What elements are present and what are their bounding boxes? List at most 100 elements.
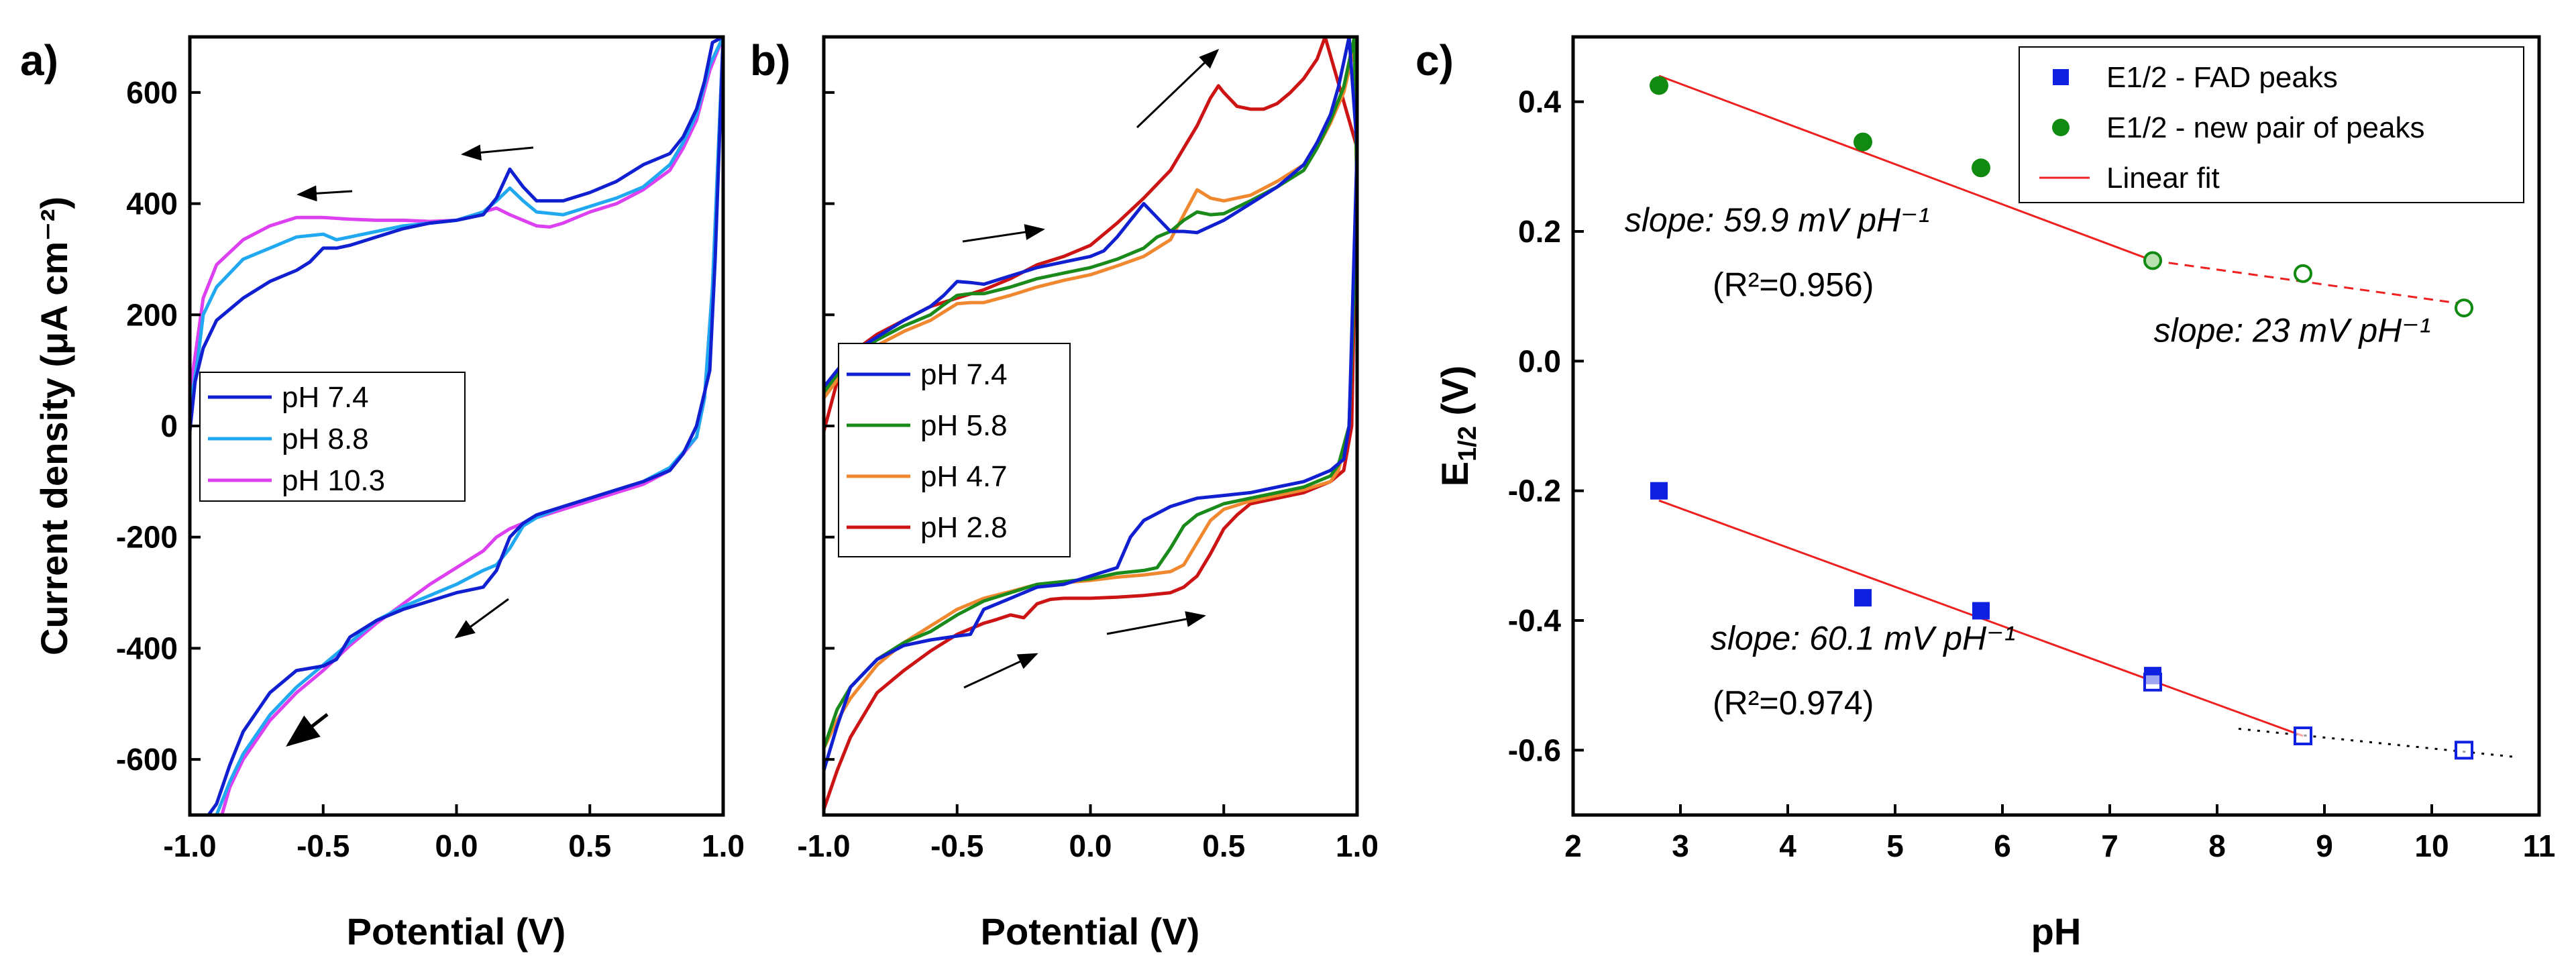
legend-label: pH 5.8 (920, 409, 1008, 442)
legend-label: E1/2 - new pair of peaks (2106, 111, 2424, 144)
panel-b-legend: pH 7.4 pH 5.8 pH 4.7 pH 2.8 (838, 343, 1071, 557)
x-tick-label: 9 (2316, 828, 2333, 863)
y-tick-label: -0.4 (1508, 603, 1562, 638)
x-tick-label: 1.0 (1336, 828, 1379, 863)
y-tick-label: 200 (126, 297, 178, 332)
fit-line (2152, 260, 2465, 305)
panel-b-arrows (962, 48, 1220, 689)
annotation: slope: 23 mV pH⁻¹ (2154, 311, 2431, 349)
panel-b: b) -1.0 -0.5 0.0 0.5 1.0 Potential (V) pH 7.… (750, 35, 1379, 953)
legend-swatch (2053, 69, 2069, 85)
panel-a-ylabel: Current density (μA cm⁻²) (33, 197, 75, 655)
x-tick-label: 3 (1672, 828, 1689, 863)
scan-arrow (454, 598, 509, 639)
legend-label: pH 7.4 (282, 381, 369, 414)
y-tick-label: 400 (126, 186, 178, 221)
y-tick-label: -0.6 (1508, 733, 1561, 767)
data-point (1650, 76, 1668, 95)
x-tick-label: 10 (2414, 828, 2449, 863)
scan-arrow (963, 653, 1038, 689)
y-tick-label: -200 (116, 520, 178, 555)
cv-series-ph-7.4 (824, 37, 1357, 771)
cv-series-ph-2.8 (824, 37, 1357, 810)
legend-label: pH 7.4 (920, 358, 1008, 391)
x-tick-label: 4 (1779, 828, 1796, 863)
panel-a-series (190, 37, 723, 815)
y-tick-label: -600 (116, 742, 178, 777)
legend-label: Linear fit (2106, 162, 2220, 195)
panel-a-legend: pH 7.4 pH 8.8 pH 10.3 (199, 372, 466, 502)
x-tick-label: 0.0 (1069, 828, 1112, 863)
legend-box (2019, 46, 2524, 203)
data-point (2294, 726, 2312, 746)
scan-arrow (286, 713, 329, 747)
y-tick-label: 600 (126, 75, 178, 110)
scan-arrow (297, 185, 353, 202)
panel-a-arrows (286, 144, 534, 747)
legend-box (838, 343, 1071, 557)
annotation: (R²=0.956) (1713, 266, 1874, 304)
data-point (2143, 672, 2162, 692)
x-tick-label: 11 (2523, 828, 2556, 863)
panel-c-legend: E1/2 - FAD peaks E1/2 - new pair of peaks… (2019, 46, 2524, 203)
x-tick-label: -1.0 (797, 828, 850, 863)
scan-arrow (461, 144, 534, 161)
scan-arrow (1136, 48, 1220, 129)
panel-a-label: a) (20, 36, 58, 85)
data-point (1650, 482, 1668, 500)
x-tick-label: 6 (1994, 828, 2011, 863)
data-point (2455, 299, 2473, 318)
legend-label: pH 8.8 (282, 423, 369, 455)
x-tick-label: 5 (1886, 828, 1904, 863)
legend-swatch (2052, 119, 2070, 136)
y-tick-label: 0.0 (1518, 343, 1561, 378)
x-tick-label: 2 (1564, 828, 1582, 863)
data-point (1972, 158, 1990, 178)
x-tick-label: 0.5 (1202, 828, 1245, 863)
panel-c-label: c) (1415, 36, 1454, 85)
panel-c-points (1650, 76, 2473, 760)
data-point (2294, 264, 2312, 283)
y-tick-label: -400 (116, 631, 178, 665)
panel-c-ylabel: E1/2 (V) (1434, 366, 1482, 486)
legend-label: pH 4.7 (920, 460, 1008, 493)
legend-label: pH 2.8 (920, 511, 1008, 544)
legend-label: pH 10.3 (282, 464, 385, 497)
panel-c-xlabel: pH (2031, 910, 2082, 953)
data-point (1972, 602, 1990, 620)
cv-series-ph-5.8 (824, 37, 1357, 749)
fit-line (1658, 74, 2153, 262)
y-tick-label: 0.2 (1518, 214, 1561, 249)
x-tick-label: 0.5 (568, 828, 611, 863)
panel-a: a) -1.0 -0.5 0.0 0.5 1.0 -600 -400 -200 0 200 400 6… (20, 35, 745, 953)
scan-arrow (1106, 611, 1206, 635)
cv-series-ph-10.3 (190, 37, 723, 815)
data-point (1854, 589, 1872, 607)
cv-series-ph-7.4 (190, 37, 723, 815)
panel-b-xlabel: Potential (V) (981, 910, 1200, 953)
x-tick-label: -0.5 (297, 828, 350, 863)
x-tick-label: 7 (2101, 828, 2118, 863)
scan-arrow (962, 224, 1045, 243)
x-tick-label: -1.0 (163, 828, 216, 863)
panel-c-frame (1571, 35, 2541, 817)
x-tick-label: 1.0 (702, 828, 745, 863)
data-point (2143, 251, 2162, 270)
data-point (1854, 132, 1872, 152)
panel-b-ticks: -1.0 -0.5 0.0 0.5 1.0 (797, 91, 1379, 863)
data-point (2455, 741, 2473, 760)
annotation: (R²=0.974) (1713, 684, 1874, 722)
panel-a-ticks: -1.0 -0.5 0.0 0.5 1.0 -600 -400 -200 0 200 400 600 (116, 75, 745, 863)
x-tick-label: 0.0 (435, 828, 478, 863)
x-tick-label: 8 (2208, 828, 2226, 863)
x-tick-label: -0.5 (930, 828, 983, 863)
y-tick-label: 0 (160, 409, 178, 443)
panel-a-xlabel: Potential (V) (347, 910, 566, 953)
panel-c: c) 2 3 4 5 6 7 8 9 10 11-0.6-0.4-0.20.00.20.4 pH … (1415, 35, 2556, 953)
panel-b-label: b) (750, 36, 790, 85)
annotation: slope: 60.1 mV pH⁻¹ (1711, 620, 2015, 657)
legend-label: E1/2 - FAD peaks (2106, 61, 2338, 94)
panel-c-ticks: 2 3 4 5 6 7 8 9 10 11 -0.6 -0.4 -0.2 0.0 0.2 0.4 (1508, 85, 2556, 863)
annotation: slope: 59.9 mV pH⁻¹ (1625, 201, 1929, 239)
